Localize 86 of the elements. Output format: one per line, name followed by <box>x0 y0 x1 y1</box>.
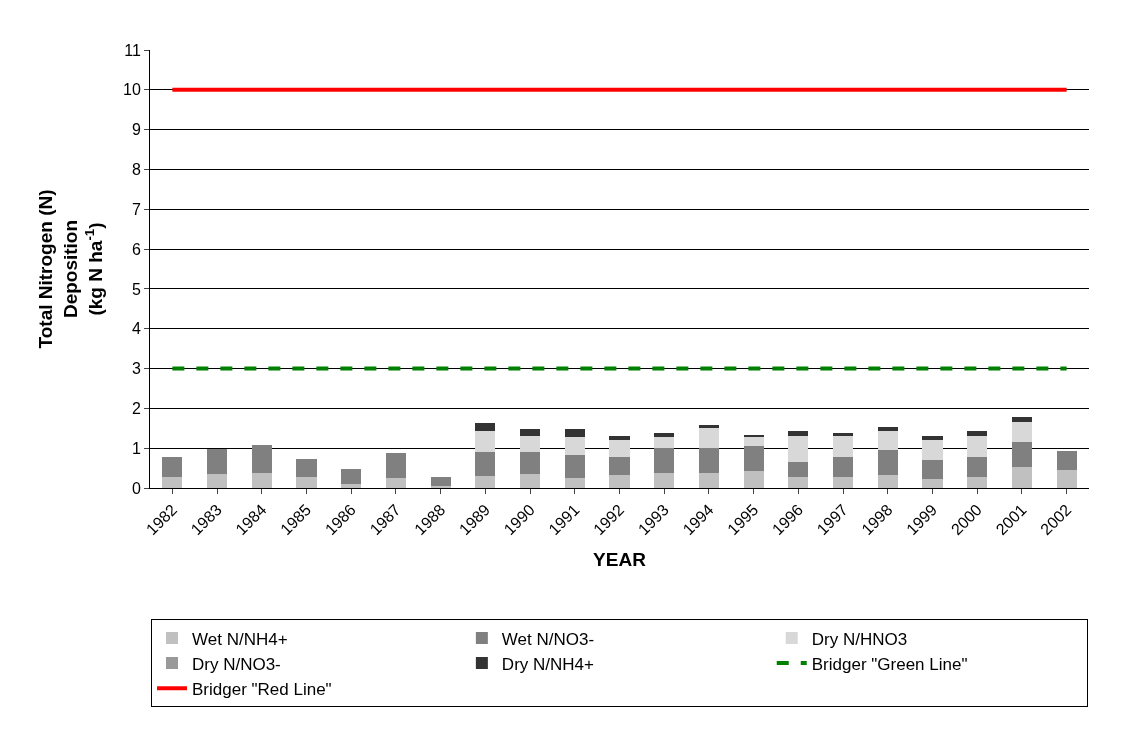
bar <box>296 477 317 488</box>
bar <box>922 439 943 460</box>
bar <box>788 461 809 478</box>
bar <box>743 470 764 488</box>
bar <box>475 423 496 431</box>
y-tick-label: 7 <box>131 200 141 218</box>
legend-label: Wet N/NO3- <box>501 629 595 649</box>
bar <box>967 477 988 488</box>
x-axis-title: YEAR <box>593 548 647 570</box>
bar <box>520 452 541 475</box>
bar <box>967 435 988 457</box>
bar <box>654 436 675 449</box>
bar <box>475 430 496 453</box>
bar <box>922 435 943 440</box>
bar <box>833 433 854 436</box>
bar <box>654 448 675 474</box>
bar <box>877 450 898 476</box>
legend-label: Wet N/NH4+ <box>192 629 288 649</box>
bar <box>475 476 496 488</box>
bar <box>877 430 898 451</box>
legend-label: Dry N/NO3- <box>192 654 281 674</box>
bar <box>609 435 630 440</box>
bar <box>1011 422 1032 442</box>
bar <box>743 436 764 447</box>
bar <box>564 478 585 488</box>
bar <box>1011 417 1032 423</box>
bar <box>385 453 406 479</box>
bar <box>251 473 272 488</box>
bar <box>564 454 585 479</box>
y-tick-label: 2 <box>131 399 141 417</box>
bar <box>877 427 898 431</box>
y-tick-label: 11 <box>124 41 141 59</box>
bar <box>1056 470 1077 488</box>
legend-label: Bridger "Green Line" <box>811 654 968 674</box>
bar <box>162 477 183 488</box>
bar <box>341 468 362 484</box>
y-tick-label: 4 <box>131 320 141 338</box>
bar <box>207 474 228 488</box>
bar <box>654 433 675 437</box>
bar <box>743 446 764 471</box>
bar <box>922 459 943 480</box>
y-tick-label: 10 <box>123 81 141 99</box>
bar <box>609 457 630 476</box>
bar <box>698 428 719 449</box>
bar <box>609 439 630 458</box>
bar <box>833 435 854 457</box>
bar <box>609 475 630 488</box>
bar <box>833 477 854 488</box>
legend-label: Dry N/HNO3 <box>811 629 908 649</box>
bar <box>788 435 809 462</box>
bar <box>967 456 988 478</box>
y-tick-label: 3 <box>131 360 141 378</box>
bar <box>520 435 541 453</box>
y-tick-label: 1 <box>131 439 141 457</box>
bar <box>698 425 719 429</box>
bar <box>654 473 675 488</box>
bar <box>1011 441 1032 467</box>
bar <box>341 483 362 488</box>
bar <box>520 474 541 488</box>
bar <box>877 475 898 488</box>
y-tick-label: 8 <box>131 161 141 179</box>
y-tick-label: 6 <box>131 240 141 258</box>
y-tick-label: 0 <box>131 479 141 497</box>
bar <box>1056 451 1077 471</box>
bar <box>1011 466 1032 488</box>
bar <box>162 456 183 478</box>
legend-label: Bridger "Red Line" <box>192 679 332 699</box>
y-tick-label: 9 <box>131 121 141 139</box>
bar <box>698 448 719 474</box>
bar <box>967 431 988 436</box>
bar <box>430 477 451 486</box>
y-tick-label: 5 <box>131 280 141 298</box>
bar <box>475 452 496 477</box>
bar <box>698 473 719 488</box>
legend-label: Dry N/NH4+ <box>501 654 595 674</box>
bar <box>564 436 585 455</box>
bar <box>833 456 854 478</box>
bar <box>520 429 541 436</box>
bar <box>788 477 809 488</box>
bar <box>788 431 809 436</box>
bar <box>922 479 943 488</box>
bar <box>296 458 317 478</box>
bar <box>207 449 228 475</box>
bar <box>385 478 406 488</box>
bar <box>564 429 585 437</box>
bar <box>251 445 272 474</box>
